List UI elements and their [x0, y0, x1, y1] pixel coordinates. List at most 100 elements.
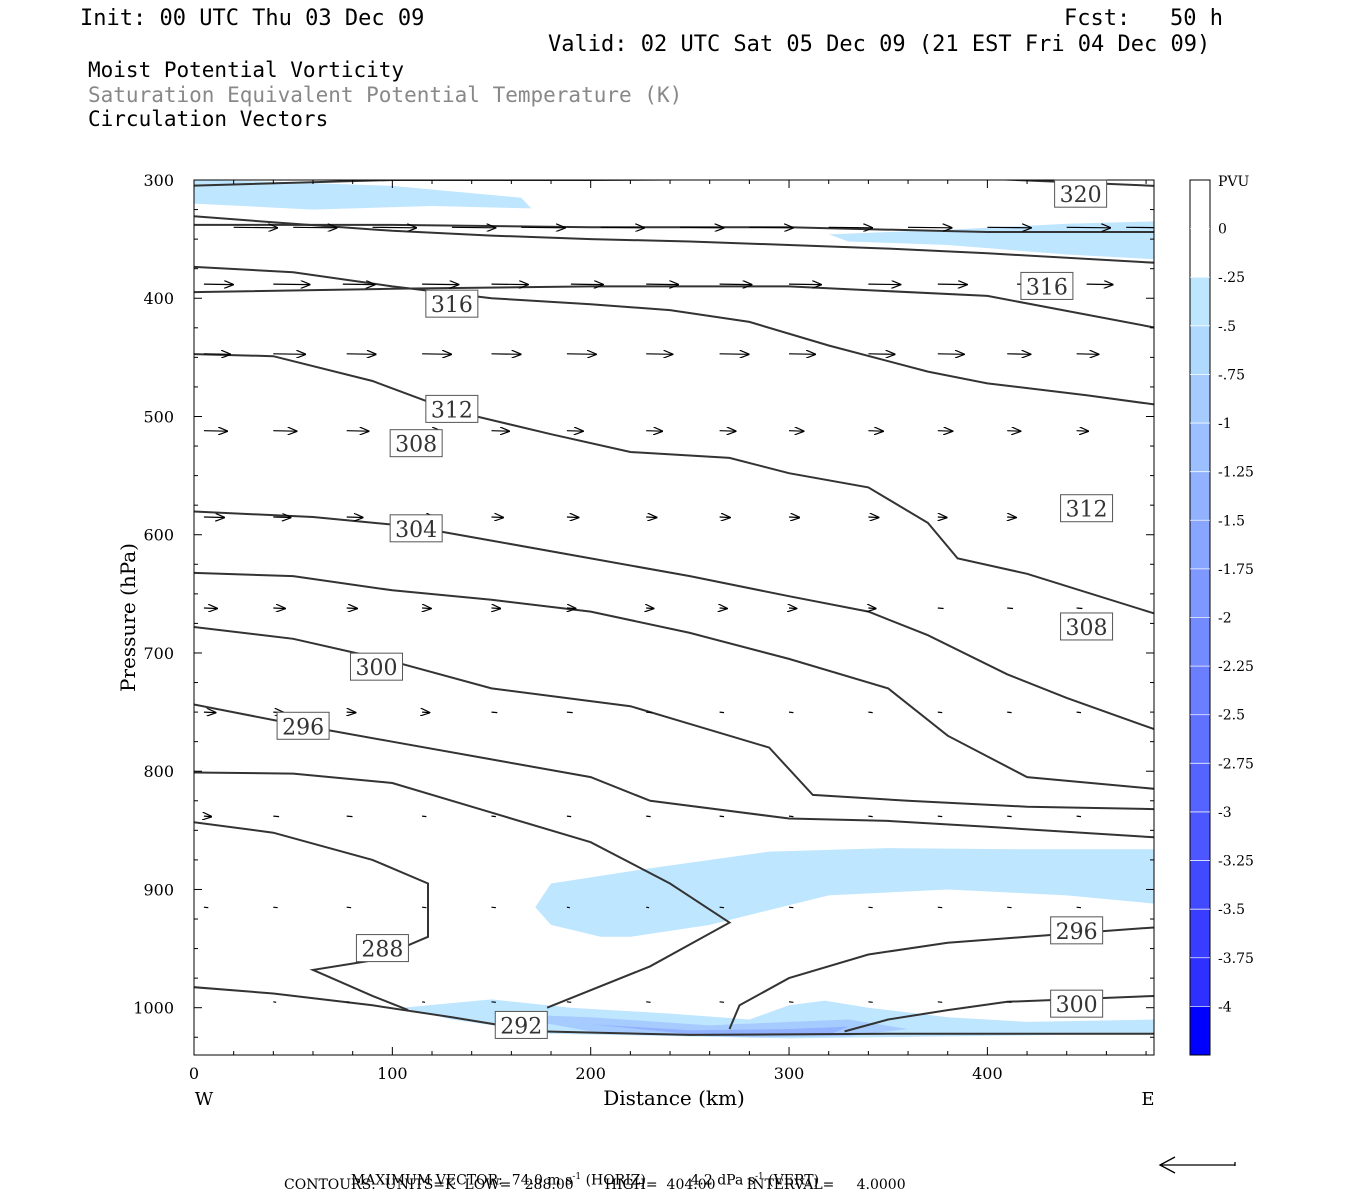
colorbar-swatch — [1190, 423, 1210, 472]
colorbar-swatch — [1190, 763, 1210, 813]
circulation-vector — [868, 815, 873, 818]
colorbar-swatch — [1190, 811, 1210, 861]
circulation-vector — [907, 227, 952, 228]
theta-es-contour-288-0 — [194, 821, 429, 1012]
circulation-vector — [233, 227, 278, 228]
y-tick-label: 400 — [143, 289, 174, 308]
circulation-vector — [937, 284, 967, 285]
colorbar-label: -2.75 — [1218, 756, 1254, 772]
colorbar-label: -1 — [1218, 416, 1232, 432]
y-tick-label: 800 — [143, 762, 174, 781]
plot-frame — [193, 179, 1155, 1056]
title-vectors: Circulation Vectors — [88, 107, 329, 131]
circulation-vector — [1066, 227, 1111, 228]
colorbar-swatch — [1190, 520, 1210, 570]
circulation-vector — [646, 815, 651, 818]
circulation-vector — [203, 431, 227, 432]
colorbar-label: 0 — [1218, 222, 1227, 238]
svg-text:316: 316 — [431, 293, 473, 318]
y-tick-label: 500 — [143, 407, 174, 426]
circulation-vector — [1076, 354, 1099, 355]
circulation-vector — [868, 608, 875, 609]
circulation-vector — [646, 517, 656, 518]
contour-info-line: CONTOURS: UNITS=K LOW= 288.00 HIGH= 404.… — [284, 1177, 906, 1193]
circulation-vector — [491, 354, 521, 355]
circulation-vector — [293, 227, 337, 228]
circulation-vector — [566, 711, 573, 714]
contour-label-304: 304 — [389, 514, 443, 543]
circulation-vector — [868, 517, 878, 518]
svg-text:304: 304 — [395, 518, 437, 543]
y-tick-label: 1000 — [133, 999, 174, 1018]
colorbar-swatch — [1190, 617, 1210, 667]
theta-es-contour-304-7 — [194, 571, 1154, 790]
max-vector-vert: 4.2 dPa s — [690, 1172, 755, 1189]
circulation-vector — [491, 711, 498, 714]
circulation-vector — [346, 517, 363, 518]
colorbar-label: -3.75 — [1218, 951, 1254, 967]
circulation-vector — [567, 608, 576, 609]
theta-es-contour-296-3 — [194, 703, 1154, 839]
contour-label-292: 292 — [494, 1010, 548, 1039]
circulation-vector — [938, 517, 947, 518]
circulation-vector — [788, 906, 794, 909]
circulation-vector — [566, 517, 579, 518]
svg-text:308: 308 — [1066, 616, 1108, 641]
circulation-vector — [1076, 815, 1082, 818]
circulation-vector — [788, 1001, 794, 1003]
circulation-vector — [570, 284, 603, 285]
colorbar-label: -1.75 — [1218, 562, 1254, 578]
pv-region-1 — [828, 221, 1154, 260]
y-tick-label: 700 — [143, 644, 174, 663]
circulation-vector — [749, 227, 793, 228]
colorbar-label: -3 — [1218, 805, 1232, 821]
circulation-vector — [600, 227, 645, 228]
circulation-vector — [346, 354, 376, 355]
circulation-vector — [937, 906, 943, 909]
circulation-vector — [1007, 711, 1012, 714]
circulation-vector — [1076, 431, 1089, 432]
circulation-vector — [203, 906, 209, 909]
circulation-vector — [679, 227, 724, 228]
theta-es-contour-296-4 — [728, 926, 1154, 1030]
x-tick-label: 0 — [189, 1064, 199, 1083]
circulation-vector — [719, 906, 725, 909]
colorbar-label: -.75 — [1218, 367, 1245, 383]
circulation-vector — [987, 227, 1031, 228]
colorbar-swatch — [1190, 666, 1210, 716]
colorbar-label: -3.25 — [1218, 854, 1254, 870]
svg-text:300: 300 — [355, 656, 397, 681]
circulation-vector — [719, 354, 749, 355]
circulation-vector — [937, 1001, 943, 1003]
circulation-vector — [719, 711, 725, 714]
circulation-vector — [719, 431, 736, 432]
colorbar-swatch — [1190, 277, 1210, 327]
circulation-vector — [203, 284, 233, 285]
circulation-vector — [868, 1001, 873, 1003]
x-axis-label: Distance (km) — [603, 1086, 745, 1110]
theta-es-contour-unlabeled-15 — [194, 180, 1154, 187]
circulation-vector — [492, 608, 501, 609]
circulation-vector — [491, 815, 496, 818]
colorbar-swatch — [1190, 325, 1210, 375]
circulation-vector — [422, 906, 427, 909]
colorbar-label: -4 — [1218, 999, 1232, 1015]
circulation-vector — [342, 284, 375, 285]
circulation-vector — [1007, 1001, 1012, 1003]
theta-es-contour-316-12 — [194, 285, 1154, 329]
circulation-vector — [937, 354, 964, 355]
circulation-vector — [346, 431, 369, 432]
circulation-vector — [788, 815, 794, 818]
circulation-vector — [422, 284, 458, 285]
circulation-vector — [273, 431, 296, 432]
theta-es-contour-300-5 — [194, 625, 1154, 811]
contour-label-300: 300 — [349, 652, 403, 681]
circulation-vector — [1076, 711, 1082, 714]
y-tick-label: 600 — [143, 526, 174, 545]
circulation-vector — [788, 284, 821, 285]
circulation-vector — [719, 284, 752, 285]
pv-shading-layer — [194, 180, 1154, 1039]
contour-label-320: 320 — [1054, 179, 1108, 208]
circulation-vector — [1007, 815, 1012, 818]
